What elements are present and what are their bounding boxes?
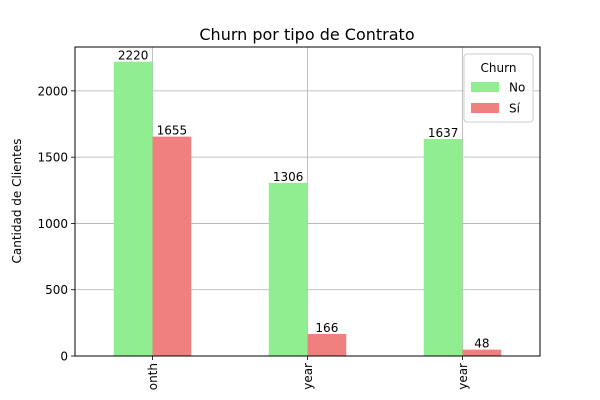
- legend-label-si: Sí: [509, 102, 521, 116]
- x-axis-ticks: onth year year: [146, 356, 470, 390]
- chart-title: Churn por tipo de Contrato: [199, 25, 414, 44]
- bar-si-2: [462, 349, 502, 356]
- x-tick-label-1: year: [301, 363, 315, 390]
- bar-si-1: [307, 333, 347, 356]
- legend-title: Churn: [481, 61, 517, 75]
- legend: Churn No Sí: [463, 53, 534, 123]
- y-tick-label-2: 1000: [37, 217, 68, 231]
- data-label-no-2: 1637: [428, 126, 459, 140]
- data-label-si-1: 166: [315, 321, 338, 335]
- data-label-si-2: 48: [474, 337, 489, 351]
- y-axis-label: Cantidad de Clientes: [10, 139, 24, 264]
- bar-si-0: [152, 136, 192, 356]
- x-tick-label-2: year: [456, 363, 470, 390]
- legend-label-no: No: [509, 81, 525, 95]
- data-label-no-1: 1306: [273, 170, 304, 184]
- legend-swatch-si: [471, 103, 499, 113]
- bars: [113, 61, 502, 356]
- data-labels: 2220 1306 1637 1655 166 48: [118, 49, 490, 351]
- y-tick-label-4: 2000: [37, 84, 68, 98]
- data-label-si-0: 1655: [157, 124, 188, 138]
- y-tick-label-3: 1500: [37, 151, 68, 165]
- bar-no-2: [423, 138, 463, 356]
- bar-no-0: [113, 61, 153, 356]
- y-tick-label-1: 500: [45, 283, 68, 297]
- bar-no-1: [268, 182, 308, 356]
- data-label-no-0: 2220: [118, 49, 149, 63]
- y-tick-label-0: 0: [60, 350, 68, 364]
- legend-swatch-no: [471, 82, 499, 92]
- x-tick-label-0: onth: [146, 363, 160, 390]
- y-axis-ticks: 0 500 1000 1500 2000: [37, 84, 75, 364]
